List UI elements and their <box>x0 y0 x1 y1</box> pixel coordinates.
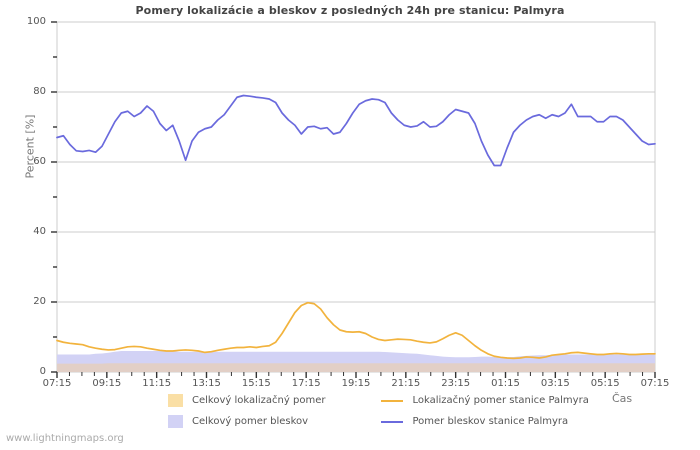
chart-legend: Celkový lokalizačný pomer Lokalizačný pom… <box>168 390 589 432</box>
legend-area-swatch <box>168 394 183 407</box>
chart-title: Pomery lokalizácie a bleskov z poslednýc… <box>135 4 565 17</box>
line-series <box>56 301 656 360</box>
legend-item[interactable]: Celkový pomer bleskov <box>168 415 325 428</box>
legend-item[interactable]: Pomer bleskov stanice Palmyra <box>381 416 588 427</box>
legend-label: Lokalizačný pomer stanice Palmyra <box>412 395 589 406</box>
y-tick-label: 40 <box>33 226 46 237</box>
y-tick-label: 60 <box>33 156 46 167</box>
x-tick-label: 13:15 <box>192 378 221 389</box>
x-tick-label: 21:15 <box>391 378 421 389</box>
x-tick-label: 03:15 <box>540 378 570 389</box>
legend-item[interactable]: Lokalizačný pomer stanice Palmyra <box>381 395 589 406</box>
watermark-text: www.lightningmaps.org <box>6 433 124 444</box>
line-series <box>56 94 656 167</box>
y-tick-label: 20 <box>33 296 46 307</box>
area-series <box>57 363 655 372</box>
legend-item[interactable]: Celkový lokalizačný pomer <box>168 394 325 407</box>
x-tick-label: 07:15 <box>42 378 72 389</box>
legend-line-swatch <box>381 399 404 402</box>
legend-label: Pomer bleskov stanice Palmyra <box>412 416 569 427</box>
x-tick-label: 07:15 <box>640 378 670 389</box>
legend-label: Celkový pomer bleskov <box>192 416 309 427</box>
x-axis-label: Čas <box>612 392 633 405</box>
x-tick-label: 11:15 <box>142 378 172 389</box>
legend-label: Celkový lokalizačný pomer <box>192 395 326 406</box>
y-tick-label: 100 <box>26 16 46 27</box>
plot-frame <box>56 21 656 373</box>
legend-line-swatch <box>381 420 404 423</box>
x-tick-label: 09:15 <box>92 378 122 389</box>
y-tick-label: 0 <box>39 366 46 377</box>
x-tick-label: 15:15 <box>241 378 271 389</box>
x-tick-label: 23:15 <box>441 378 471 389</box>
y-tick-label: 80 <box>33 86 46 97</box>
x-tick-label: 05:15 <box>590 378 620 389</box>
x-tick-label: 01:15 <box>491 378 520 389</box>
x-tick-label: 17:15 <box>291 378 321 389</box>
x-tick-label: 19:15 <box>341 378 371 389</box>
legend-area-swatch <box>168 415 183 428</box>
